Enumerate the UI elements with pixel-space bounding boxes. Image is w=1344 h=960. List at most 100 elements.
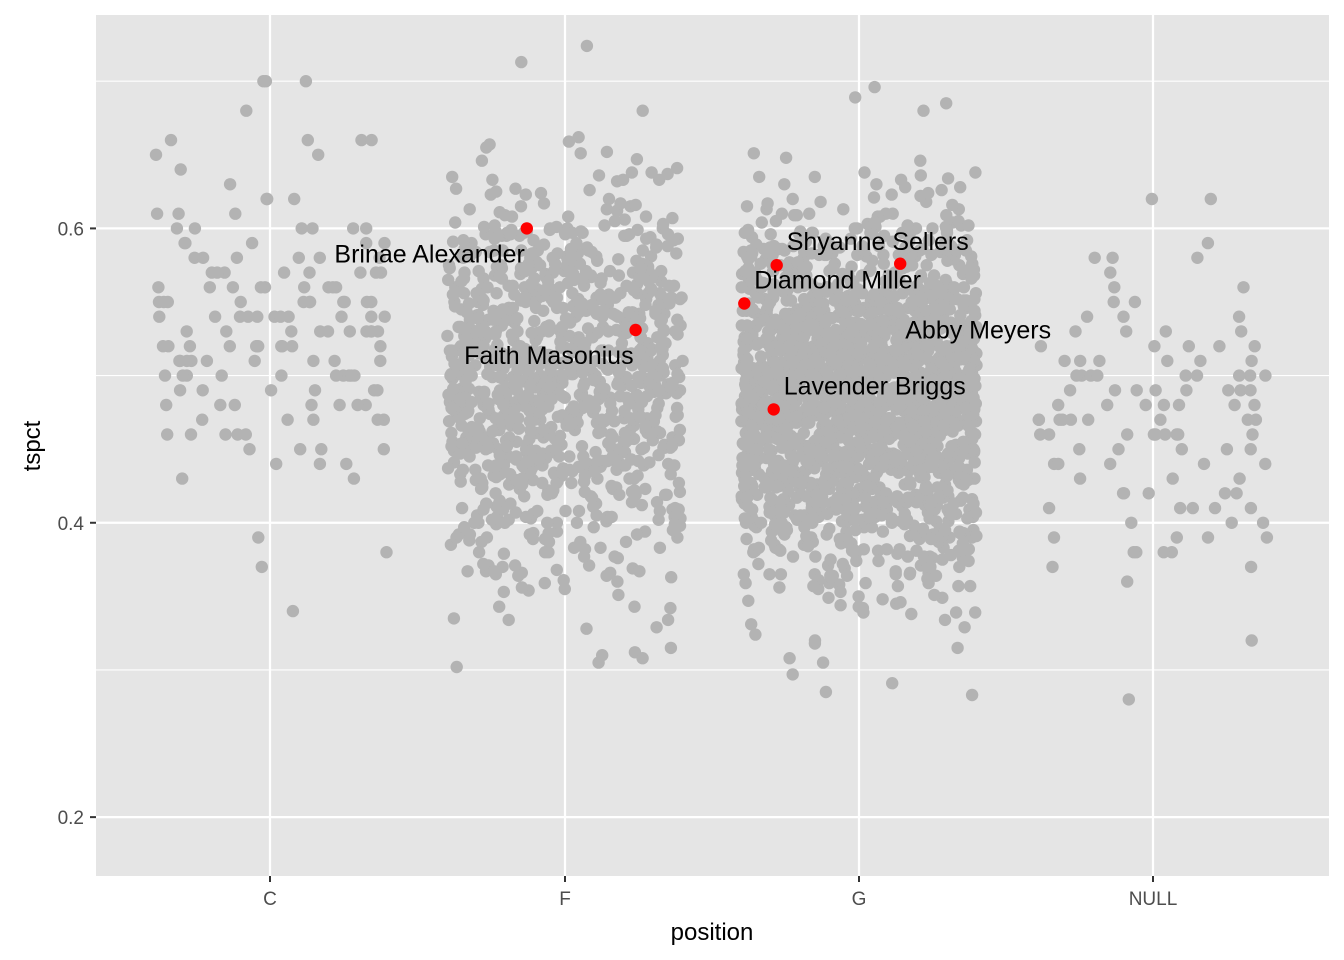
data-point [281, 413, 294, 426]
data-point [347, 222, 360, 235]
data-point [671, 313, 684, 326]
data-point [854, 420, 868, 434]
data-point [240, 104, 253, 117]
data-point [877, 257, 890, 270]
data-point [1052, 457, 1065, 471]
data-point [600, 569, 613, 582]
data-point [862, 510, 875, 524]
data-point [950, 419, 963, 432]
data-point [1244, 384, 1257, 397]
data-point [778, 323, 791, 337]
data-point [487, 313, 500, 326]
data-point [774, 342, 788, 356]
data-point [164, 133, 178, 147]
data-point [1233, 472, 1246, 485]
data-point [509, 450, 523, 463]
data-point [450, 660, 463, 674]
data-point [563, 450, 576, 463]
data-point [794, 509, 807, 522]
data-point [566, 287, 579, 300]
data-point [523, 415, 536, 428]
data-point [785, 344, 798, 357]
data-point [952, 214, 965, 228]
data-point [961, 512, 974, 525]
data-point [833, 532, 846, 546]
data-point [1244, 501, 1258, 515]
data-point [673, 485, 687, 499]
data-point [556, 390, 569, 403]
data-point [920, 387, 934, 400]
data-point [886, 235, 899, 248]
data-point [814, 448, 828, 462]
data-point [600, 145, 614, 159]
data-point [771, 479, 784, 493]
data-point [455, 501, 469, 515]
data-point [509, 354, 522, 368]
data-point [764, 228, 777, 241]
y-tick-label: 0.6 [58, 219, 84, 240]
data-point [824, 553, 837, 566]
data-point [378, 236, 391, 250]
data-point [612, 366, 626, 379]
data-point [1121, 428, 1134, 441]
data-point [577, 450, 590, 463]
data-point [601, 454, 614, 468]
data-point [819, 365, 833, 378]
data-point [949, 606, 963, 619]
data-point [1034, 428, 1047, 441]
data-point [1172, 398, 1186, 412]
data-point [251, 340, 264, 353]
data-point [619, 435, 633, 448]
data-point [345, 369, 358, 382]
data-point [882, 412, 895, 425]
data-point [818, 435, 832, 448]
data-point [251, 310, 264, 323]
data-point [856, 239, 869, 253]
x-tick-label: G [852, 889, 867, 910]
point-label: Abby Meyers [905, 317, 1051, 345]
data-point [180, 325, 193, 338]
data-point [561, 276, 575, 290]
data-point [925, 248, 938, 262]
data-point [360, 236, 373, 250]
data-point [518, 291, 531, 304]
data-point [515, 244, 528, 257]
data-point [153, 310, 166, 323]
data-point [1172, 428, 1185, 441]
data-point [474, 472, 487, 485]
data-point [778, 178, 791, 191]
data-point [936, 553, 949, 566]
data-point [818, 479, 832, 493]
data-point [371, 413, 384, 426]
data-point [343, 325, 356, 338]
data-point [794, 225, 807, 238]
data-point [663, 297, 676, 310]
data-point [748, 459, 761, 472]
data-point [639, 210, 653, 223]
data-point [347, 472, 361, 485]
y-axis-title: tspct [19, 420, 46, 471]
data-point [580, 622, 593, 635]
data-point [824, 347, 837, 360]
data-point [937, 419, 950, 432]
data-point [941, 484, 954, 497]
data-point [784, 294, 797, 307]
data-point [509, 506, 522, 519]
data-point [158, 369, 172, 382]
data-point [463, 450, 476, 463]
data-point [741, 319, 754, 332]
data-point [472, 264, 485, 278]
data-point [299, 75, 313, 88]
data-point [666, 211, 679, 225]
data-point [780, 426, 793, 440]
data-point [768, 518, 782, 531]
data-point [883, 303, 896, 316]
data-point [1108, 384, 1122, 397]
data-point [957, 435, 970, 448]
data-point [856, 365, 869, 378]
data-point [802, 443, 816, 456]
data-point [879, 275, 892, 288]
data-point [820, 248, 833, 262]
data-point [542, 400, 555, 413]
data-point [780, 523, 794, 537]
